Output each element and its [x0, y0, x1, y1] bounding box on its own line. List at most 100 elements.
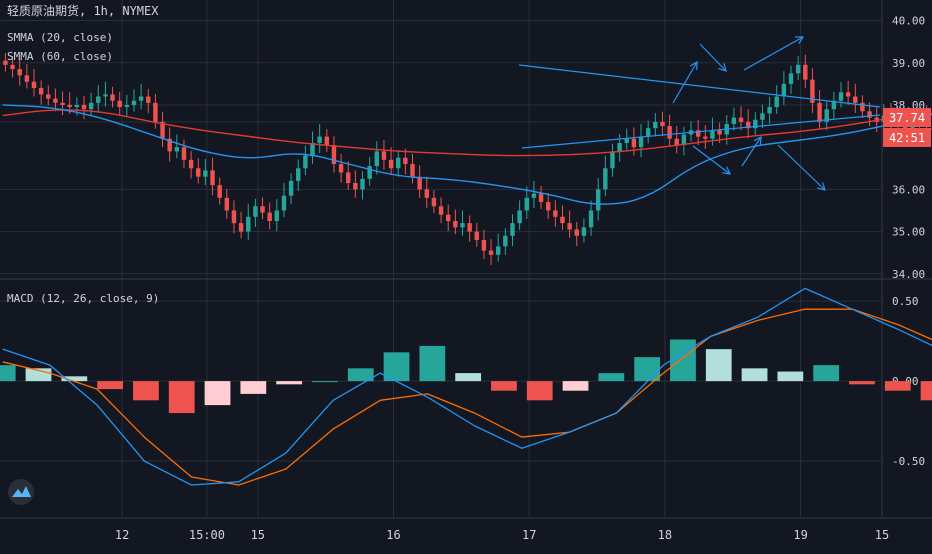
candle-body	[389, 160, 393, 168]
candle-body	[203, 170, 207, 176]
candle-body	[32, 82, 36, 88]
candle-body	[853, 97, 857, 103]
macd-hist-bar	[813, 365, 839, 381]
candle-body	[196, 168, 200, 176]
trendline-upper	[519, 65, 880, 107]
candle-body	[110, 94, 114, 100]
time-tick-label: 15	[875, 528, 889, 542]
candle-body	[839, 92, 843, 100]
candle-body	[17, 69, 21, 75]
macd-hist-bar	[777, 372, 803, 382]
arrow-up-1	[673, 62, 697, 103]
candle-body	[267, 213, 271, 221]
candle-body	[767, 107, 771, 113]
macd-hist-bar	[97, 381, 123, 389]
candle-body	[46, 94, 50, 98]
smma-20-legend[interactable]: SMMA (20, close)	[7, 29, 113, 47]
price-tick-label: 36.00	[892, 183, 925, 196]
time-tick-label: 15	[251, 528, 265, 542]
candle-body	[139, 97, 143, 101]
candle-body	[246, 217, 250, 232]
arrow-down-6	[778, 145, 825, 190]
logo-circle	[8, 479, 34, 505]
candle-body	[739, 118, 743, 122]
candle-body	[367, 166, 371, 179]
price-tick-label: 40.00	[892, 15, 925, 28]
candle-body	[782, 84, 786, 97]
candle-body	[132, 101, 136, 105]
last-price-badge-text: 37.74	[889, 111, 925, 125]
candle-body	[532, 194, 536, 198]
macd-tick-label: 0.50	[892, 295, 919, 308]
candle-body	[796, 65, 800, 73]
macd-hist-bar	[849, 381, 875, 384]
macd-hist-bar	[598, 373, 624, 381]
macd-histogram	[0, 340, 932, 414]
candle-body	[60, 103, 64, 105]
candle-body	[182, 147, 186, 160]
candle-body	[289, 181, 293, 196]
candle-body	[589, 210, 593, 227]
candle-body	[25, 75, 29, 81]
candle-body	[53, 99, 57, 103]
symbol-title[interactable]: 轻质原油期货, 1h, NYMEX	[7, 2, 158, 20]
candle-body	[382, 151, 386, 159]
candle-body	[603, 168, 607, 189]
countdown-badge-text: 42:51	[889, 131, 925, 145]
candle-body	[403, 158, 407, 164]
time-tick-label: 17	[522, 528, 536, 542]
candle-body	[503, 236, 507, 247]
candle-body	[467, 223, 471, 231]
candle-body	[496, 246, 500, 254]
macd-hist-bar	[706, 349, 732, 381]
macd-hist-bar	[670, 340, 696, 382]
candle-body	[653, 122, 657, 128]
candle-body	[39, 88, 43, 94]
smma-60-legend[interactable]: SMMA (60, close)	[7, 48, 113, 66]
candle-body	[482, 240, 486, 251]
candle-body	[253, 206, 257, 217]
candle-body	[210, 170, 214, 185]
candle-body	[260, 206, 264, 212]
macd-hist-bar	[885, 381, 911, 391]
candle-body	[325, 137, 329, 145]
candle-body	[582, 227, 586, 235]
tradingview-cloud-icon	[8, 479, 34, 505]
candle-body	[75, 105, 79, 107]
candle-body	[775, 97, 779, 108]
candle-body	[146, 97, 150, 103]
candle-body	[425, 189, 429, 197]
candle-body	[817, 103, 821, 122]
trendline-lower	[522, 115, 880, 148]
candle-body	[353, 183, 357, 189]
candle-body	[232, 210, 236, 223]
candle-body	[553, 210, 557, 216]
smma-60-line	[3, 110, 932, 156]
candle-body	[89, 103, 93, 109]
macd-hist-bar	[742, 368, 768, 381]
candle-body	[860, 103, 864, 111]
time-tick-label: 16	[386, 528, 400, 542]
candle-body	[296, 168, 300, 181]
candle-body	[610, 151, 614, 168]
candle-body	[275, 210, 279, 221]
candle-body	[339, 164, 343, 172]
candle-body	[303, 156, 307, 169]
macd-hist-bar	[205, 381, 231, 405]
candle-body	[346, 172, 350, 183]
macd-hist-bar	[563, 381, 589, 391]
candle-body	[567, 223, 571, 229]
candle-body	[453, 221, 457, 227]
macd-legend[interactable]: MACD (12, 26, close, 9)	[7, 290, 159, 308]
candle-body	[517, 210, 521, 223]
time-tick-label: 19	[793, 528, 807, 542]
candle-body	[575, 229, 579, 235]
price-tick-label: 35.00	[892, 226, 925, 239]
macd-hist-bar	[491, 381, 517, 391]
macd-hist-bar	[0, 365, 16, 381]
candle-body	[317, 137, 321, 143]
macd-hist-bar	[527, 381, 553, 400]
macd-hist-bar	[921, 381, 932, 400]
